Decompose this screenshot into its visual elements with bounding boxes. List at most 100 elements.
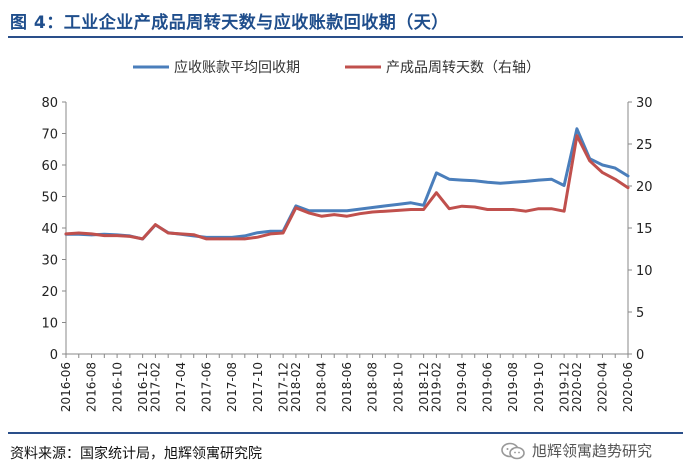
- data-point-inventory-days: [396, 209, 400, 212]
- data-point-inventory-days: [205, 237, 208, 241]
- x-tick-label: 2018-06: [340, 362, 354, 412]
- data-point-receivables: [448, 178, 451, 181]
- data-point-inventory-days: [371, 210, 374, 214]
- y-left-tick-label: 50: [41, 191, 58, 206]
- x-tick-label: 2016-06: [59, 362, 73, 412]
- data-point-receivables: [422, 204, 425, 207]
- data-point-inventory-days: [409, 208, 413, 211]
- data-point-receivables: [550, 178, 553, 181]
- y-left-tick-label: 70: [41, 128, 58, 143]
- x-tick-label: 2019-04: [455, 362, 469, 412]
- data-point-receivables: [614, 166, 617, 170]
- data-point-inventory-days: [486, 208, 489, 211]
- data-point-inventory-days: [473, 205, 476, 209]
- title-divider: [8, 36, 683, 38]
- chart-legend: 应收账款平均回收期 产成品周转天数（右轴）: [133, 59, 540, 76]
- data-point-inventory-days: [448, 207, 451, 210]
- data-point-inventory-days: [320, 215, 323, 218]
- x-tick-label: 2018-04: [315, 362, 329, 412]
- data-point-inventory-days: [218, 237, 221, 241]
- data-point-inventory-days: [256, 236, 259, 239]
- data-point-inventory-days: [588, 159, 591, 162]
- data-point-receivables: [345, 209, 349, 212]
- data-point-inventory-days: [281, 231, 285, 235]
- x-tick-label: 2019-02: [430, 362, 444, 412]
- data-point-inventory-days: [294, 206, 298, 209]
- y-right-tick-label: 30: [636, 96, 653, 111]
- data-point-receivables: [358, 207, 361, 211]
- x-tick-label: 2016-10: [110, 362, 124, 412]
- data-point-inventory-days: [128, 235, 132, 238]
- data-point-inventory-days: [154, 223, 157, 226]
- data-point-inventory-days: [141, 237, 144, 241]
- chart-series: [64, 127, 630, 241]
- data-point-receivables: [486, 181, 489, 184]
- data-point-receivables: [243, 234, 246, 238]
- x-tick-label: 2017-04: [174, 362, 188, 412]
- x-tick-label: 2020-06: [621, 362, 635, 412]
- data-point-inventory-days: [358, 212, 361, 215]
- x-tick-label: 2018-02: [289, 362, 303, 412]
- data-point-inventory-days: [511, 208, 515, 211]
- data-point-inventory-days: [524, 210, 527, 213]
- x-tick-label: 2020-04: [596, 362, 610, 412]
- data-point-inventory-days: [64, 232, 68, 236]
- data-point-inventory-days: [575, 134, 579, 137]
- y-right-tick-label: 25: [636, 138, 653, 153]
- data-point-inventory-days: [192, 233, 195, 236]
- data-point-inventory-days: [614, 178, 617, 181]
- data-point-receivables: [371, 206, 374, 209]
- data-point-inventory-days: [77, 231, 81, 235]
- watermark: 旭辉领寓趋势研究: [500, 440, 652, 461]
- data-point-inventory-days: [103, 234, 106, 237]
- y-left-tick-label: 80: [41, 96, 58, 111]
- y-left-tick-label: 20: [41, 285, 58, 300]
- legend-label-inv: 产成品周转天数（右轴）: [386, 60, 540, 76]
- data-point-inventory-days: [537, 207, 540, 210]
- y-right-tick-label: 20: [636, 180, 653, 195]
- y-left-tick-label: 40: [41, 222, 58, 237]
- y-left-tick-label: 0: [50, 348, 58, 363]
- x-tick-label: 2019-06: [481, 362, 495, 412]
- data-point-receivables: [524, 180, 527, 183]
- data-point-inventory-days: [550, 207, 553, 210]
- data-point-inventory-days: [90, 232, 93, 236]
- y-left-tick-label: 30: [41, 254, 58, 269]
- data-point-inventory-days: [269, 232, 272, 236]
- data-point-inventory-days: [167, 231, 170, 235]
- series-line-receivables: [64, 127, 630, 241]
- data-point-receivables: [601, 163, 604, 167]
- x-tick-label: 2017-12: [276, 362, 290, 412]
- data-point-receivables: [256, 231, 259, 234]
- data-point-receivables: [269, 230, 272, 233]
- data-point-inventory-days: [435, 191, 438, 194]
- data-point-inventory-days: [243, 237, 246, 241]
- legend-label-ar: 应收账款平均回收期: [174, 59, 300, 76]
- footer-divider: [8, 432, 683, 434]
- data-point-inventory-days: [115, 234, 119, 237]
- y-right-tick-label: 5: [636, 306, 644, 321]
- x-tick-label: 2016-12: [136, 362, 150, 412]
- data-point-receivables: [511, 181, 515, 184]
- series-line-inventory-days: [64, 134, 630, 241]
- data-point-inventory-days: [333, 213, 336, 216]
- data-point-inventory-days: [601, 171, 604, 174]
- data-point-receivables: [409, 201, 413, 204]
- data-point-receivables: [384, 204, 387, 208]
- y-right-tick-label: 10: [636, 264, 653, 279]
- data-point-receivables: [396, 203, 400, 206]
- data-point-inventory-days: [179, 232, 183, 236]
- data-point-inventory-days: [345, 215, 349, 218]
- figure-title: 图 4：工业企业产成品周转天数与应收账款回收期（天）: [10, 13, 449, 33]
- data-point-receivables: [320, 209, 323, 212]
- data-point-inventory-days: [307, 211, 310, 215]
- data-point-receivables: [575, 127, 579, 130]
- data-point-receivables: [473, 179, 476, 182]
- data-point-inventory-days: [422, 208, 425, 211]
- y-right-tick-label: 15: [636, 222, 653, 237]
- data-point-inventory-days: [626, 186, 630, 189]
- x-tick-label: 2018-08: [366, 362, 380, 412]
- data-point-receivables: [626, 174, 630, 178]
- y-right-tick-label: 0: [636, 348, 644, 363]
- x-tick-label: 2018-10: [391, 362, 405, 412]
